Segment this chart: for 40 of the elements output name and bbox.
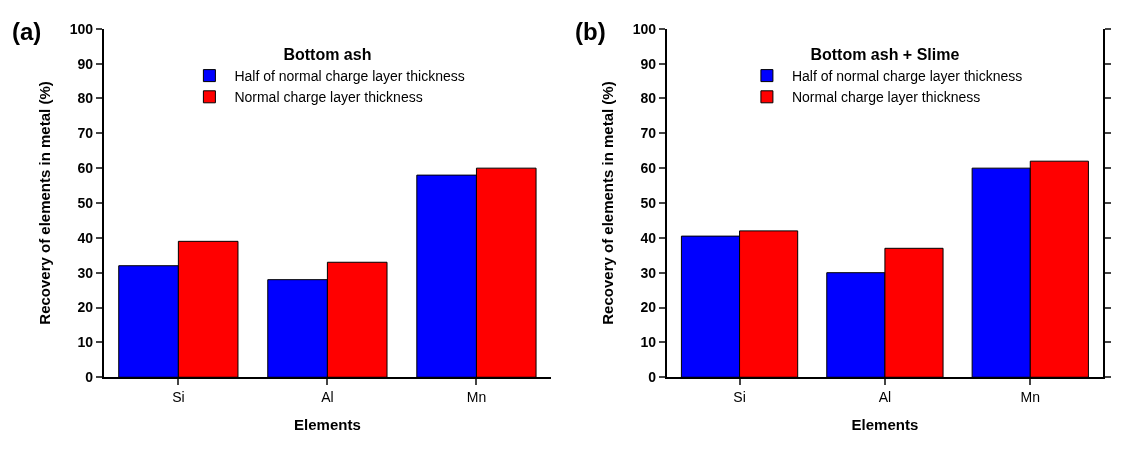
y-tick-label: 20: [640, 299, 657, 316]
y-tick-label: 70: [77, 125, 94, 142]
x-axis-title: Elements: [294, 415, 361, 433]
y-tick-label: 40: [77, 229, 94, 246]
y-tick-label: 0: [85, 369, 94, 386]
y-tick-label: 80: [77, 90, 94, 107]
y-tick-label: 60: [640, 160, 657, 177]
y-axis-title: Recovery of elements in metal (%): [36, 81, 54, 325]
y-tick-label: 100: [69, 20, 94, 37]
x-axis-title: Elements: [851, 415, 919, 433]
y-tick-label: 0: [648, 369, 657, 386]
y-tick-label: 30: [77, 264, 94, 281]
x-tick-label: Al: [878, 389, 892, 406]
x-tick-label: Mn: [1020, 389, 1041, 406]
x-tick-label: Al: [321, 389, 334, 406]
legend-label: Half of normal charge layer thickness: [791, 68, 1023, 85]
x-tick-label: Si: [733, 389, 746, 406]
y-tick-label: 20: [77, 299, 94, 316]
y-tick-label: 80: [640, 90, 657, 107]
y-tick-label: 10: [77, 334, 94, 351]
y-tick-label: 90: [640, 55, 657, 72]
legend-title: Bottom ash: [283, 46, 372, 64]
y-tick-label: 70: [640, 125, 657, 142]
y-tick-label: 50: [77, 194, 94, 211]
legend-label: Half of normal charge layer thickness: [234, 68, 465, 85]
y-tick-label: 50: [640, 194, 657, 211]
legend-label: Normal charge layer thickness: [234, 89, 423, 106]
y-tick-label: 100: [632, 20, 657, 37]
text: (b): [575, 18, 606, 45]
y-tick-label: 10: [640, 334, 657, 351]
y-tick-label: 90: [77, 55, 94, 72]
y-tick-label: 60: [77, 160, 94, 177]
text: (a): [12, 18, 42, 45]
x-tick-label: Si: [172, 389, 185, 406]
y-axis-title: Recovery of elements in metal (%): [599, 81, 617, 325]
y-tick-label: 40: [640, 229, 657, 246]
y-tick-label: 30: [640, 264, 657, 281]
x-tick-label: Mn: [466, 389, 487, 406]
legend-title: Bottom ash + Slime: [810, 46, 960, 64]
legend-label: Normal charge layer thickness: [791, 89, 981, 106]
